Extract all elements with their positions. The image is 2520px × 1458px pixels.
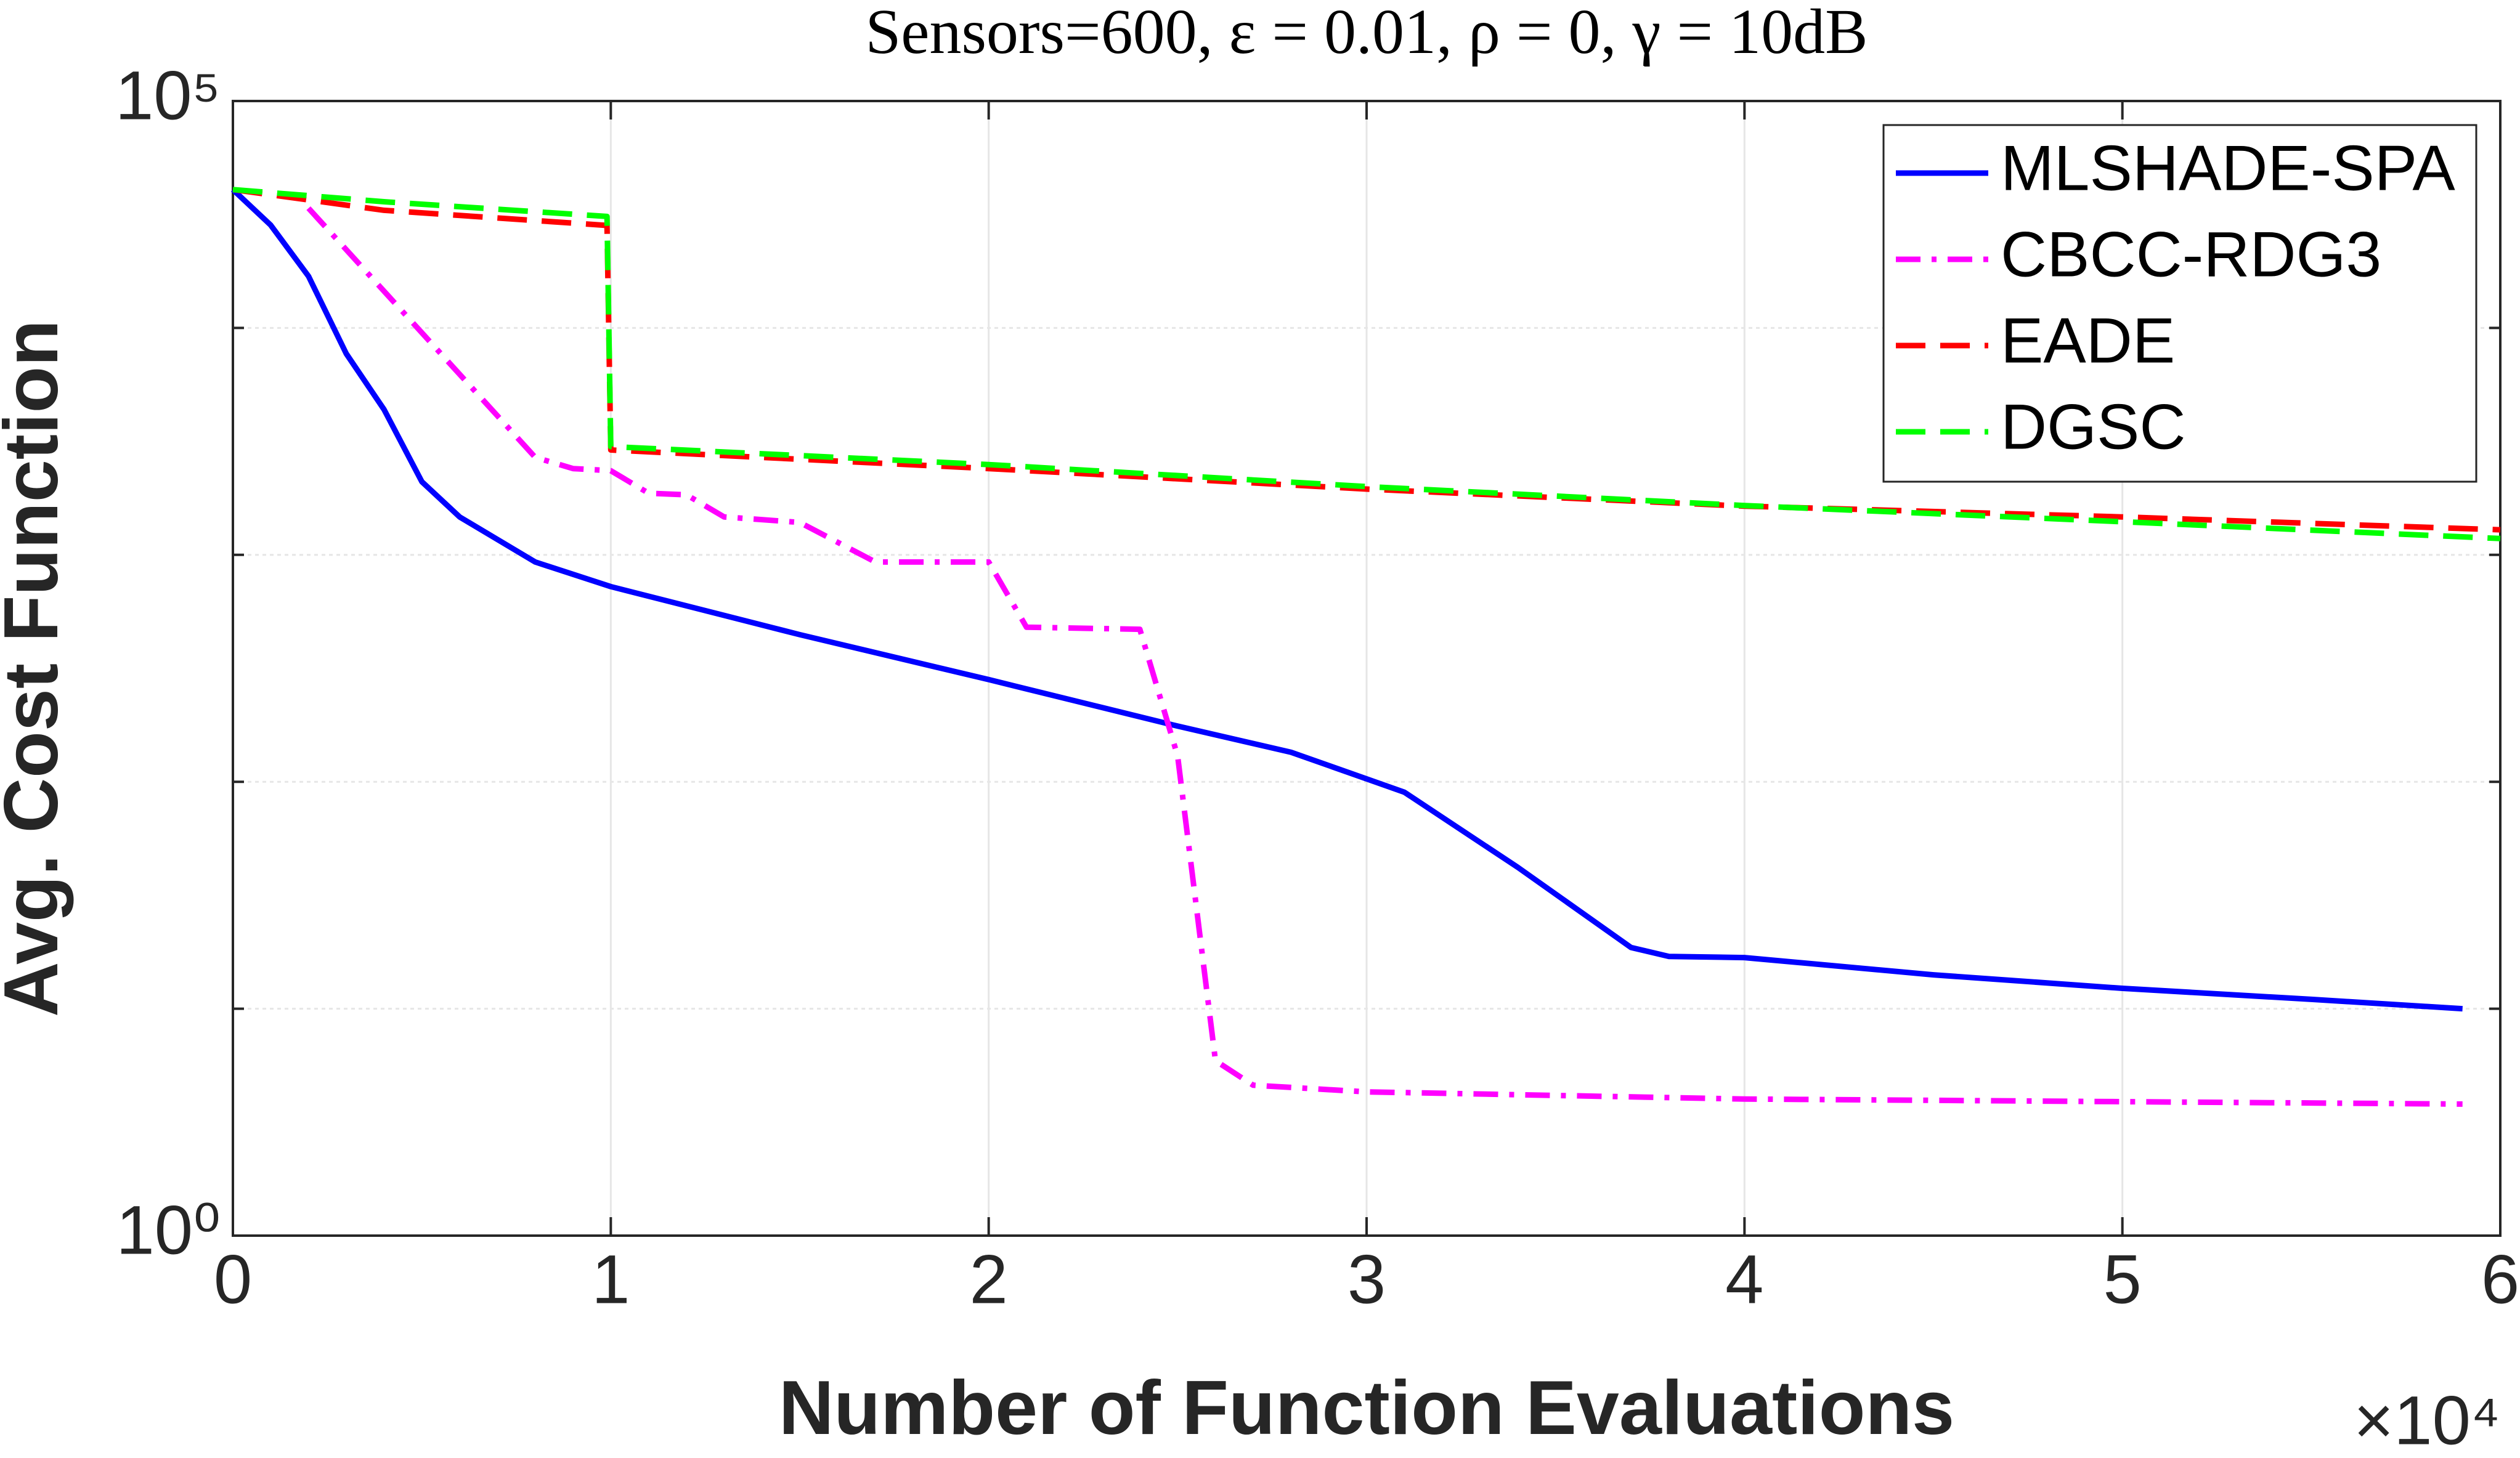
plot-frame	[232, 100, 2502, 1237]
y-axis-label: Avg. Cost Function	[0, 320, 74, 1017]
x-tick-label: 1	[591, 1241, 630, 1318]
x-tick-label: 6	[2481, 1241, 2519, 1318]
y-tick-label: 10⁵	[115, 57, 221, 134]
x-tick-label: 4	[1725, 1241, 1763, 1318]
x-tick-label: 3	[1347, 1241, 1386, 1318]
series-line	[232, 187, 2501, 533]
chart-title: Sensors=600, ε = 0.01, ρ = 0, γ = 10dB	[865, 0, 1868, 67]
x-tick-label: 0	[214, 1241, 252, 1318]
legend-label: CBCC-RDG3	[2001, 219, 2381, 290]
y-tick-label: 10⁰	[116, 1192, 221, 1269]
x-axis-label: Number of Function Evaluations	[779, 1366, 1954, 1451]
x-exponent-label: ×10⁴	[2354, 1382, 2500, 1458]
legend-label: MLSHADE-SPA	[2001, 132, 2455, 204]
series-line	[232, 187, 2501, 541]
legend-label: DGSC	[2001, 391, 2185, 463]
series-line	[306, 206, 2463, 1107]
x-tick-label: 2	[970, 1241, 1008, 1318]
x-tick-label: 5	[2103, 1241, 2142, 1318]
legend-label: EADE	[2001, 305, 2175, 376]
legend-box	[1882, 124, 2477, 483]
series-line	[230, 187, 2463, 1012]
